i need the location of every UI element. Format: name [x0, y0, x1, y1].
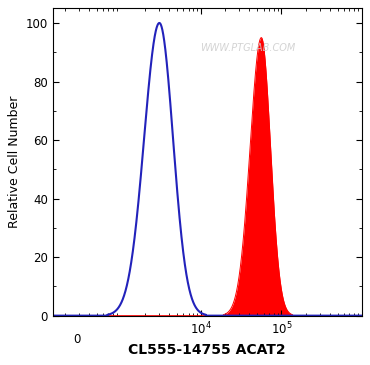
- Text: 0: 0: [73, 333, 80, 346]
- Y-axis label: Relative Cell Number: Relative Cell Number: [9, 96, 21, 228]
- Text: WWW.PTGLAB.COM: WWW.PTGLAB.COM: [200, 43, 295, 53]
- X-axis label: CL555-14755 ACAT2: CL555-14755 ACAT2: [128, 343, 286, 357]
